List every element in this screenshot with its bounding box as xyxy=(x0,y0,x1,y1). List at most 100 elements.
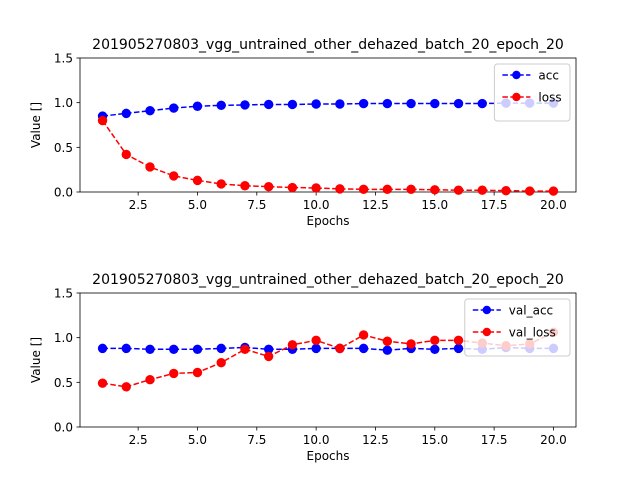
data-point-loss xyxy=(335,184,345,194)
y-tick-label: 0.5 xyxy=(54,376,73,390)
legend: val_acc val_loss xyxy=(464,298,571,357)
data-point-acc xyxy=(216,100,226,111)
data-point-loss xyxy=(501,185,511,196)
data-point-loss xyxy=(121,149,131,160)
chart-panel-1: 201905270803_vgg_untrained_other_dehazed… xyxy=(29,37,577,228)
chart-title: 201905270803_vgg_untrained_other_dehazed… xyxy=(92,272,564,288)
data-point-loss xyxy=(430,185,440,195)
x-tick-label: 20.0 xyxy=(540,198,567,212)
data-point-loss xyxy=(240,181,250,191)
data-point-val_loss xyxy=(145,374,155,385)
series-line-loss xyxy=(101,120,554,192)
data-point-loss xyxy=(97,115,108,126)
data-point-acc xyxy=(145,106,155,116)
data-point-val_acc xyxy=(453,343,464,354)
data-point-val_loss xyxy=(311,335,321,346)
x-tick-label: 12.5 xyxy=(362,433,389,447)
data-point-val_acc xyxy=(169,344,179,354)
chart-panel-2: 201905270803_vgg_untrained_other_dehazed… xyxy=(29,272,577,463)
x-axis-label: Epochs xyxy=(307,449,350,463)
data-point-loss xyxy=(145,162,155,172)
data-point-acc xyxy=(192,101,203,111)
legend-marker-loss xyxy=(512,92,521,102)
data-point-loss xyxy=(216,179,226,189)
x-tick-label: 5.0 xyxy=(188,198,207,212)
data-point-val_loss xyxy=(335,343,345,354)
data-point-loss xyxy=(263,181,274,192)
data-point-loss xyxy=(287,182,298,193)
x-tick-label: 17.5 xyxy=(481,433,508,447)
data-point-acc xyxy=(240,100,250,110)
data-point-loss xyxy=(548,186,559,196)
data-point-val_acc xyxy=(192,344,203,354)
x-axis-label: Epochs xyxy=(307,214,350,228)
data-point-acc xyxy=(430,98,440,109)
series-loss xyxy=(97,115,559,196)
series-val_loss xyxy=(97,327,559,392)
data-point-val_acc xyxy=(121,343,131,354)
legend-box xyxy=(464,298,571,357)
data-point-val_loss xyxy=(358,330,369,340)
series-line-val_loss xyxy=(102,331,554,388)
x-tick-label: 2.5 xyxy=(129,433,148,447)
data-point-val_loss xyxy=(216,357,226,368)
data-point-val_loss xyxy=(430,335,440,346)
plot-frame xyxy=(79,57,577,193)
data-point-loss xyxy=(406,184,416,195)
data-point-loss xyxy=(525,186,535,196)
data-point-val_loss xyxy=(240,344,250,354)
data-point-loss xyxy=(192,175,203,186)
x-tick-label: 10.0 xyxy=(303,198,330,212)
data-point-val_loss xyxy=(382,336,393,346)
x-tick-label: 20.0 xyxy=(540,433,567,447)
x-tick-label: 5.0 xyxy=(188,433,207,447)
data-point-loss xyxy=(382,184,393,195)
chart-title: 201905270803_vgg_untrained_other_dehazed… xyxy=(92,37,564,53)
legend-marker-val_loss xyxy=(482,327,491,337)
data-point-val_acc xyxy=(382,345,393,355)
data-point-val_loss xyxy=(287,340,298,350)
data-point-acc xyxy=(382,98,393,109)
data-point-acc xyxy=(406,98,416,109)
data-point-loss xyxy=(311,183,321,193)
y-tick-label: 1.0 xyxy=(54,331,73,345)
legend-label-val_acc: val_acc xyxy=(509,304,553,318)
series-acc xyxy=(97,98,559,121)
y-axis-label: Value [] xyxy=(29,102,43,148)
data-point-acc xyxy=(287,99,298,110)
data-point-acc xyxy=(335,99,345,109)
x-tick-label: 7.5 xyxy=(247,433,266,447)
data-point-val_acc xyxy=(216,343,226,354)
data-point-acc xyxy=(169,103,179,113)
legend-label-val_loss: val_loss xyxy=(509,326,556,340)
data-point-acc xyxy=(263,99,274,110)
legend-box xyxy=(493,63,571,122)
data-point-acc xyxy=(121,108,131,119)
data-point-val_acc xyxy=(311,343,321,354)
data-point-acc xyxy=(311,99,321,109)
data-point-val_acc xyxy=(358,343,369,354)
data-point-val_loss xyxy=(121,382,131,392)
y-tick-label: 1.5 xyxy=(54,52,73,66)
data-point-val_loss xyxy=(192,367,203,378)
legend-label-acc: acc xyxy=(538,69,559,83)
data-point-val_loss xyxy=(97,378,108,388)
plot-frame xyxy=(79,292,577,428)
data-point-acc xyxy=(453,98,464,109)
legend-marker-acc xyxy=(512,70,521,80)
y-tick-label: 0.0 xyxy=(54,186,73,200)
y-tick-label: 1.5 xyxy=(54,287,73,301)
x-tick-label: 15.0 xyxy=(421,198,448,212)
x-tick-label: 15.0 xyxy=(421,433,448,447)
data-point-loss xyxy=(358,184,369,195)
data-point-val_loss xyxy=(406,339,416,349)
y-axis-label: Value [] xyxy=(29,337,43,383)
y-tick-label: 1.0 xyxy=(54,96,73,110)
data-point-loss xyxy=(477,185,487,195)
legend: acc loss xyxy=(493,63,571,122)
data-point-val_loss xyxy=(263,351,274,362)
data-point-val_acc xyxy=(97,343,108,354)
data-point-loss xyxy=(169,171,179,181)
x-tick-label: 17.5 xyxy=(481,198,508,212)
